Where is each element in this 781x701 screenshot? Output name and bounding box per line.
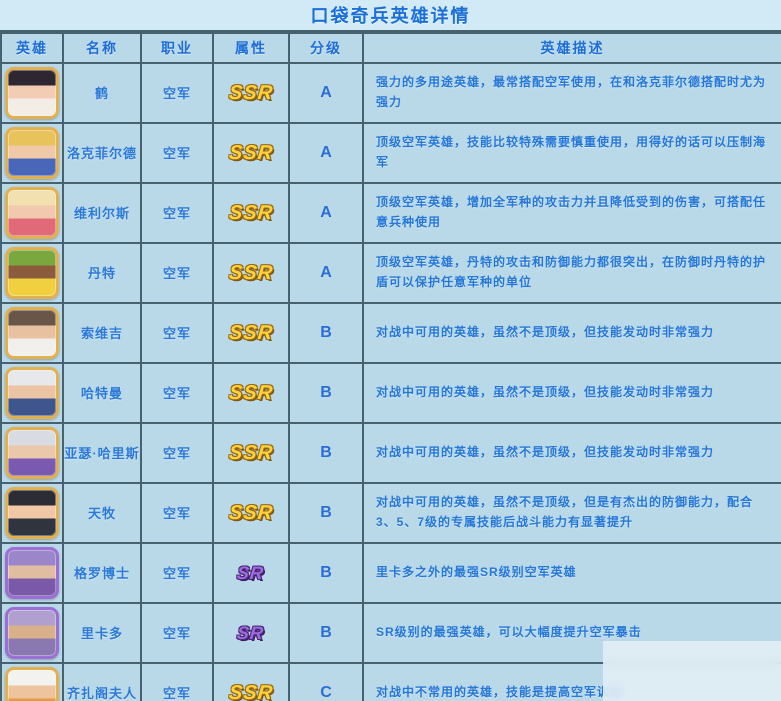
- header-grade: 分级: [288, 32, 364, 64]
- hero-ricardo-avatar: [5, 607, 59, 659]
- hero-description: 顶级空军英雄，增加全军种的攻击力并且降低受到的伤害，可搭配任意兵种使用: [376, 195, 767, 229]
- table-row: 丹特 空军 SSR A 顶级空军英雄，丹特的攻击和防御能力都很突出，在防御时丹特…: [0, 242, 781, 304]
- hero-name: 丹特: [87, 266, 116, 281]
- hero-name: 齐扎阁夫人: [66, 686, 137, 701]
- hero-description: 对战中不常用的英雄，技能是提高空军训练: [376, 685, 624, 700]
- rarity-badge: SSR: [227, 501, 275, 524]
- hero-grade: B: [320, 564, 332, 581]
- hero-class: 空军: [162, 146, 191, 161]
- hero-dante-avatar: [5, 247, 59, 299]
- rarity-badge: SSR: [227, 321, 275, 344]
- hero-rockefeller-avatar: [5, 127, 59, 179]
- hero-madam-chizha-avatar: [5, 667, 59, 701]
- hero-description: 对战中可用的英雄，虽然不是顶级，但技能发动时非常强力: [376, 385, 715, 400]
- hero-class: 空军: [162, 506, 191, 521]
- page-title: 口袋奇兵英雄详情: [310, 6, 471, 26]
- hero-name: 天牧: [87, 506, 116, 521]
- hero-name: 维利尔斯: [73, 206, 130, 221]
- hero-grade: A: [320, 204, 332, 221]
- table-row: 齐扎阁夫人 空军 SSR C 对战中不常用的英雄，技能是提高空军训练: [0, 662, 781, 701]
- table-row: 维利尔斯 空军 SSR A 顶级空军英雄，增加全军种的攻击力并且降低受到的伤害，…: [0, 182, 781, 244]
- rarity-badge: SSR: [227, 81, 275, 104]
- hero-description: 顶级空军英雄，技能比较特殊需要慎重使用，用得好的话可以压制海军: [376, 135, 767, 169]
- hero-class: 空军: [162, 566, 191, 581]
- hero-grade: A: [320, 264, 332, 281]
- table-header: 英雄 名称 职业 属性 分级 英雄描述: [0, 32, 781, 64]
- table-row: 索维吉 空军 SSR B 对战中可用的英雄，虽然不是顶级，但技能发动时非常强力: [0, 302, 781, 364]
- table-row: 鹤 空军 SSR A 强力的多用途英雄，最常搭配空军使用，在和洛克菲尔德搭配时尤…: [0, 62, 781, 124]
- rarity-badge: SSR: [227, 681, 275, 701]
- hero-name: 鹤: [94, 86, 109, 101]
- header-description: 英雄描述: [362, 32, 781, 64]
- hero-description: SR级别的最强英雄，可以大幅度提升空军暴击: [376, 625, 642, 640]
- hero-grade: B: [320, 504, 332, 521]
- rarity-badge: SSR: [227, 381, 275, 404]
- header-attribute: 属性: [212, 32, 290, 64]
- rarity-badge: SSR: [227, 261, 275, 284]
- hero-class: 空军: [162, 626, 191, 641]
- table-row: 天牧 空军 SSR B 对战中可用的英雄，虽然不是顶级，但是有杰出的防御能力，配…: [0, 482, 781, 544]
- hero-villers-avatar: [5, 187, 59, 239]
- table-row: 里卡多 空军 SR B SR级别的最强英雄，可以大幅度提升空军暴击: [0, 602, 781, 664]
- hero-name: 哈特曼: [80, 386, 123, 401]
- hero-description: 里卡多之外的最强SR级别空军英雄: [376, 565, 577, 580]
- header-class: 职业: [140, 32, 214, 64]
- hero-grade: B: [320, 324, 332, 341]
- hero-grade: A: [320, 84, 332, 101]
- hero-name: 洛克菲尔德: [66, 146, 137, 161]
- hero-class: 空军: [162, 446, 191, 461]
- hero-savage-avatar: [5, 307, 59, 359]
- hero-hartmann-avatar: [5, 367, 59, 419]
- hero-name: 亚瑟·哈里斯: [64, 446, 140, 461]
- hero-class: 空军: [162, 686, 191, 701]
- hero-crane-avatar: [5, 67, 59, 119]
- rarity-badge: SSR: [227, 441, 275, 464]
- hero-description: 对战中可用的英雄，虽然不是顶级，但是有杰出的防御能力，配合3、5、7级的专属技能…: [376, 495, 754, 529]
- hero-grade: B: [320, 444, 332, 461]
- hero-name: 索维吉: [80, 326, 123, 341]
- hero-class: 空军: [162, 206, 191, 221]
- rarity-badge: SSR: [227, 201, 275, 224]
- hero-grade: C: [320, 684, 332, 701]
- table-row: 哈特曼 空军 SSR B 对战中可用的英雄，虽然不是顶级，但技能发动时非常强力: [0, 362, 781, 424]
- table-row: 格罗博士 空军 SR B 里卡多之外的最强SR级别空军英雄: [0, 542, 781, 604]
- hero-description: 顶级空军英雄，丹特的攻击和防御能力都很突出，在防御时丹特的护盾可以保护任意军种的…: [376, 255, 767, 289]
- hero-name: 里卡多: [80, 626, 123, 641]
- hero-class: 空军: [162, 86, 191, 101]
- table-row: 亚瑟·哈里斯 空军 SSR B 对战中可用的英雄，虽然不是顶级，但技能发动时非常…: [0, 422, 781, 484]
- hero-class: 空军: [162, 266, 191, 281]
- header-hero: 英雄: [0, 32, 64, 64]
- title-bar: 口袋奇兵英雄详情: [0, 0, 781, 32]
- hero-class: 空军: [162, 326, 191, 341]
- hero-tianmu-avatar: [5, 487, 59, 539]
- table-row: 洛克菲尔德 空军 SSR A 顶级空军英雄，技能比较特殊需要慎重使用，用得好的话…: [0, 122, 781, 184]
- table-body: 鹤 空军 SSR A 强力的多用途英雄，最常搭配空军使用，在和洛克菲尔德搭配时尤…: [0, 62, 781, 701]
- hero-description: 强力的多用途英雄，最常搭配空军使用，在和洛克菲尔德搭配时尤为强力: [376, 75, 767, 109]
- hero-arthur-harris-avatar: [5, 427, 59, 479]
- hero-grade: B: [320, 624, 332, 641]
- hero-name: 格罗博士: [73, 566, 130, 581]
- hero-class: 空军: [162, 386, 191, 401]
- hero-table: 英雄 名称 职业 属性 分级 英雄描述 鹤 空军 SSR A 强力的多用途英雄，…: [0, 32, 781, 701]
- hero-description: 对战中可用的英雄，虽然不是顶级，但技能发动时非常强力: [376, 445, 715, 460]
- hero-grade: B: [320, 384, 332, 401]
- header-row: 英雄 名称 职业 属性 分级 英雄描述: [0, 32, 781, 64]
- hero-dr-gero-avatar: [5, 547, 59, 599]
- hero-description: 对战中可用的英雄，虽然不是顶级，但技能发动时非常强力: [376, 325, 715, 340]
- hero-grade: A: [320, 144, 332, 161]
- rarity-badge: SR: [236, 622, 266, 643]
- header-name: 名称: [62, 32, 142, 64]
- rarity-badge: SSR: [227, 141, 275, 164]
- rarity-badge: SR: [236, 562, 266, 583]
